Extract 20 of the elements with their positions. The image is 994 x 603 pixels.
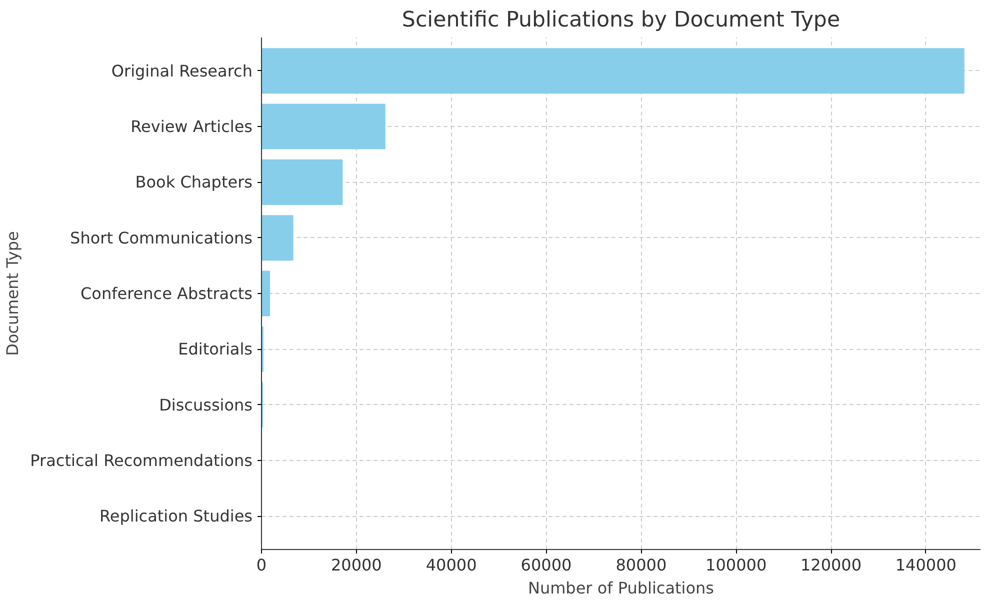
x-tick-label: 0	[256, 556, 267, 574]
y-tick-label: Editorials	[178, 340, 253, 359]
x-tick-label: 120000	[800, 556, 862, 574]
x-tick-label: 80000	[616, 556, 667, 574]
y-tick-label: Practical Recommendations	[30, 450, 252, 470]
chart-title: Scientific Publications by Document Type	[402, 8, 840, 32]
x-tick-label: 140000	[895, 556, 956, 574]
x-axis-title: Number of Publications	[528, 578, 714, 598]
y-tick-label: Review Articles	[130, 117, 253, 136]
y-tick-label: Book Chapters	[135, 172, 253, 192]
y-tick-label: Original Research	[111, 61, 253, 80]
y-tick-label: Conference Abstracts	[80, 284, 252, 303]
x-tick-label: 40000	[426, 556, 477, 574]
y-axis-title: Document Type	[3, 231, 22, 356]
y-tick-label: Replication Studies	[100, 506, 253, 526]
x-tick-label: 20000	[330, 556, 382, 574]
x-tick-label: 100000	[706, 556, 767, 574]
y-tick-label: Short Communications	[70, 228, 252, 248]
x-tick-label: 60000	[520, 556, 572, 574]
y-tick-label: Discussions	[159, 395, 252, 414]
